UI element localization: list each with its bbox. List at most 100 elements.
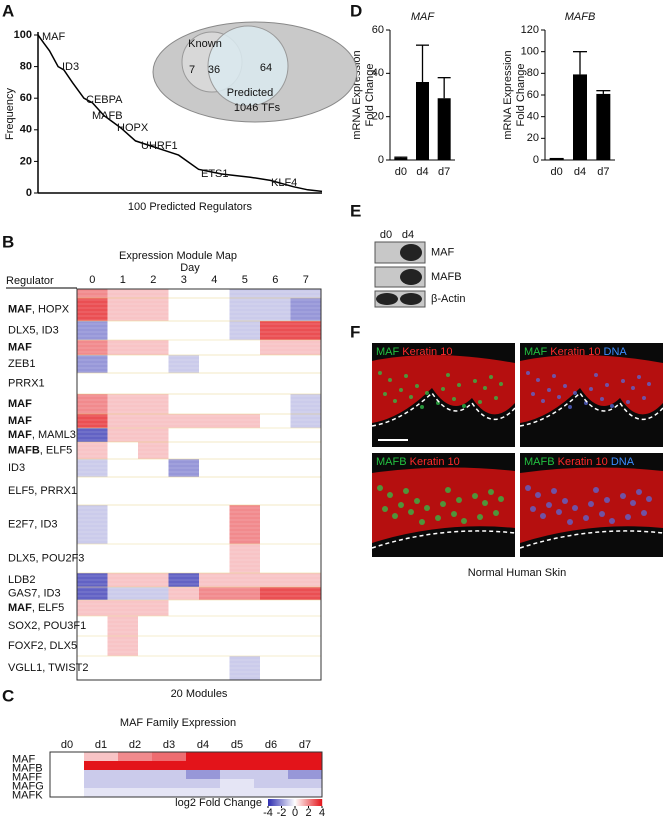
heat-cell — [77, 459, 108, 478]
heat-cell — [118, 752, 153, 762]
nucleus — [441, 387, 445, 391]
heat-cell — [229, 505, 261, 545]
heat-cell — [260, 656, 291, 681]
row-label: MAF — [8, 398, 32, 410]
nucleus — [477, 514, 483, 520]
heat-cell — [290, 636, 322, 657]
heat-cell — [199, 394, 230, 415]
stain-label-part: Keratin 10 — [547, 346, 600, 358]
heat-cell — [229, 373, 261, 395]
row-label-part: MAF — [8, 303, 32, 315]
heat-cell — [199, 428, 230, 443]
heat-cell — [290, 573, 322, 588]
row-label: GAS7, ID3 — [8, 587, 61, 599]
y-axis-title: Regulator — [6, 275, 54, 287]
heat-cell — [77, 587, 108, 601]
heat-cell — [168, 600, 200, 617]
panel-letter: D — [350, 1, 362, 20]
nucleus — [425, 391, 429, 395]
colorbar-cell — [299, 799, 301, 806]
heat-cell — [77, 340, 108, 356]
colorbar-tick-label: 4 — [319, 807, 325, 819]
heat-cell — [290, 544, 322, 574]
row-label: MAF, ELF5 — [8, 602, 64, 614]
heat-cell — [229, 442, 261, 460]
nucleus — [482, 500, 488, 506]
point-label: MAFB — [92, 110, 123, 122]
heat-cell — [168, 459, 200, 478]
frequency-line — [37, 34, 323, 193]
heat-cell — [84, 788, 119, 798]
panel-letter: A — [2, 1, 14, 20]
x-tick-label: 1 — [120, 274, 126, 286]
colorbar-cell — [307, 799, 309, 806]
x-tick-label: 5 — [242, 274, 248, 286]
heat-cell — [77, 544, 108, 574]
stain-label-part: DNA — [608, 456, 635, 468]
colorbar-cell — [276, 799, 278, 806]
colorbar-cell — [306, 799, 308, 806]
row-label-part: DLX5, POU2F3 — [8, 552, 84, 564]
nucleus — [526, 371, 530, 375]
heat-cell — [229, 298, 261, 322]
heat-cell — [199, 616, 230, 637]
nucleus — [420, 405, 424, 409]
heat-cell — [290, 394, 322, 415]
heat-cell — [229, 289, 261, 299]
venn-text: 36 — [208, 64, 220, 76]
colorbar-cell — [295, 799, 297, 806]
heat-cell — [168, 636, 200, 657]
heat-cell — [84, 779, 119, 789]
heat-cell — [152, 779, 187, 789]
nucleus — [604, 497, 610, 503]
point-label: ETS1 — [201, 168, 229, 180]
bar — [596, 93, 611, 160]
heat-cell — [254, 761, 289, 771]
heat-cell — [254, 788, 289, 798]
heat-cell — [260, 544, 291, 574]
heat-cell — [229, 544, 261, 574]
heat-cell — [199, 414, 230, 429]
colorbar-cell — [291, 799, 293, 806]
nucleus — [552, 374, 556, 378]
stain-label-part: Keratin 10 — [555, 456, 608, 468]
heat-cell — [290, 587, 322, 601]
colorbar-cell — [271, 799, 273, 806]
heat-cell — [168, 428, 200, 443]
panel-letter: F — [350, 322, 360, 341]
heat-cell — [290, 459, 322, 478]
colorbar-cell — [269, 799, 271, 806]
colorbar-cell — [302, 799, 304, 806]
nucleus — [647, 382, 651, 386]
row-label: PRRX1 — [8, 377, 45, 389]
heat-cell — [186, 788, 221, 798]
x-tick-label: 6 — [272, 274, 278, 286]
nucleus — [415, 384, 419, 388]
heat-cell — [107, 587, 139, 601]
heat-cell — [138, 616, 169, 637]
stain-label: MAF Keratin 10 DNA — [524, 346, 627, 358]
heat-cell — [186, 761, 221, 771]
nucleus — [403, 488, 409, 494]
row-label-part: ZEB1 — [8, 358, 36, 370]
heat-cell — [77, 636, 108, 657]
heat-cell — [229, 616, 261, 637]
y-tick-label: 20 — [372, 111, 384, 123]
colorbar-tick-label: -2 — [277, 807, 287, 819]
band-label: MAFB — [431, 271, 462, 283]
heat-cell — [260, 289, 291, 299]
heat-cell — [118, 770, 153, 780]
colorbar-label: log2 Fold Change — [175, 797, 262, 809]
nucleus — [573, 391, 577, 395]
heat-cell — [290, 298, 322, 322]
heat-cell — [288, 752, 323, 762]
heat-cell — [290, 505, 322, 545]
heat-cell — [77, 477, 108, 506]
nucleus — [446, 373, 450, 377]
nucleus — [583, 515, 589, 521]
colorbar-cell — [313, 799, 315, 806]
heat-cell — [168, 289, 200, 299]
heat-cell — [199, 340, 230, 356]
venn-text: Known — [188, 38, 222, 50]
heat-cell — [77, 298, 108, 322]
